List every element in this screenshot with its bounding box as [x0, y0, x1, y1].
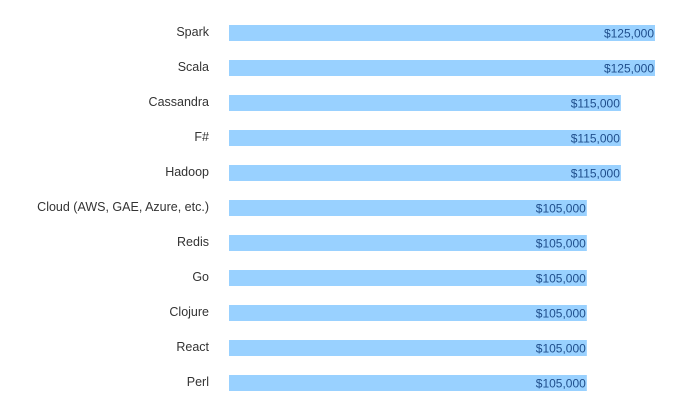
value-label: $115,000 [571, 132, 620, 146]
bar-5 [229, 200, 587, 216]
value-label: $105,000 [536, 272, 586, 286]
bar-7 [229, 270, 587, 286]
category-label: Spark [176, 25, 209, 39]
bar-9 [229, 340, 587, 356]
category-label: F# [194, 130, 209, 144]
category-label: Hadoop [165, 165, 209, 179]
value-label: $105,000 [536, 377, 586, 391]
category-label: Cloud (AWS, GAE, Azure, etc.) [37, 200, 209, 214]
category-label: Cassandra [149, 95, 209, 109]
category-labels: Spark Scala Cassandra F# Hadoop Cloud (AWS, G… [37, 25, 210, 389]
bar-3 [229, 130, 621, 146]
bar-10 [229, 375, 587, 391]
category-label: Scala [178, 60, 209, 74]
category-label: React [176, 340, 209, 354]
category-label: Redis [177, 235, 209, 249]
bar-4 [229, 165, 621, 181]
value-labels: $125,000 $125,000 $115,000 $115,000 $115,000… [536, 27, 655, 391]
bars-layer [229, 25, 655, 391]
value-label: $105,000 [536, 202, 586, 216]
value-label: $105,000 [536, 237, 586, 251]
value-label: $105,000 [536, 307, 586, 321]
bar-6 [229, 235, 587, 251]
category-label: Go [192, 270, 209, 284]
value-label: $125,000 [604, 62, 654, 76]
category-label: Clojure [169, 305, 209, 319]
value-label: $115,000 [571, 97, 620, 111]
value-label: $115,000 [571, 167, 620, 181]
bar-0 [229, 25, 655, 41]
bar-2 [229, 95, 621, 111]
value-label: $125,000 [604, 27, 654, 41]
value-label: $105,000 [536, 342, 586, 356]
bar-1 [229, 60, 655, 76]
category-label: Perl [187, 375, 209, 389]
bar-8 [229, 305, 587, 321]
